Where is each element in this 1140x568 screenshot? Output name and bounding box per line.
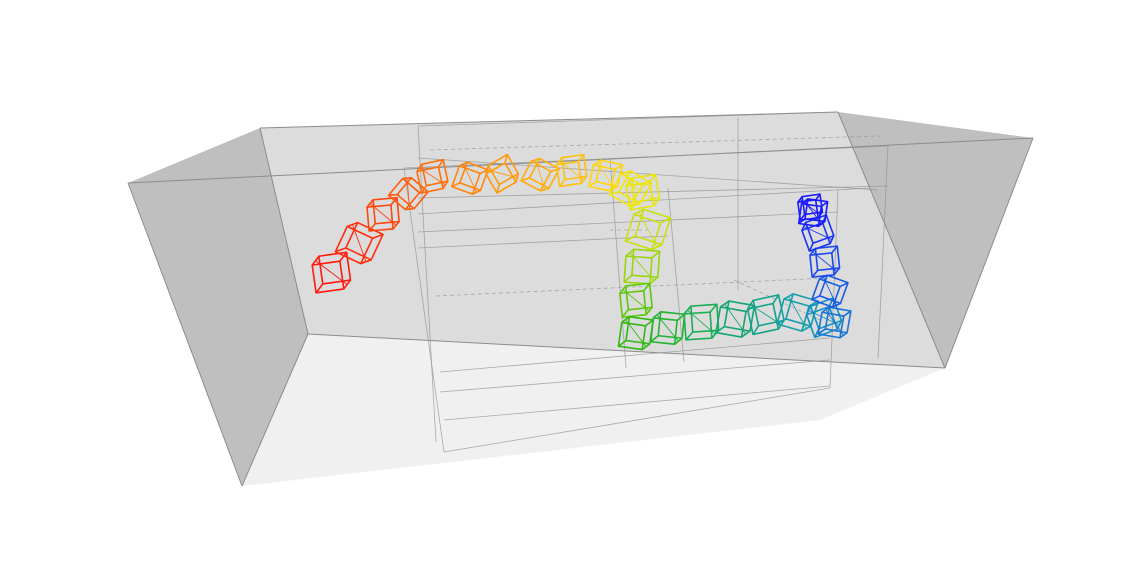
floor	[242, 334, 945, 486]
wireframe-cube	[817, 306, 852, 339]
grid-line	[417, 185, 889, 199]
grid-dashed-line	[429, 135, 881, 151]
room-box	[127, 111, 1034, 487]
grid-dashed-line	[435, 277, 829, 297]
wireframe-cube	[485, 153, 520, 194]
grid-line	[417, 111, 839, 127]
grid-line	[417, 157, 879, 191]
back-wall	[260, 112, 945, 368]
wireframe-cube	[588, 159, 624, 192]
grid-line	[417, 211, 839, 233]
grid-line	[877, 145, 889, 359]
grid-line	[403, 167, 445, 453]
grid-line	[443, 387, 831, 453]
grid-dashed-line	[733, 279, 821, 321]
left-wall	[128, 128, 308, 486]
grid-line	[829, 189, 839, 389]
room-edge	[241, 333, 309, 487]
grid-line	[443, 385, 831, 421]
cube-path	[311, 153, 852, 351]
wireframe-cube	[650, 311, 686, 345]
wireframe-cube	[624, 208, 672, 251]
wireframe-cube	[619, 282, 653, 318]
room-edge	[944, 137, 1034, 369]
wireframe-cube	[366, 196, 400, 232]
room-edge	[259, 127, 309, 335]
wireframe-cube	[625, 173, 661, 211]
room-edge	[259, 111, 839, 129]
grid-line	[667, 187, 685, 363]
wireframe-cube	[334, 221, 384, 265]
wireframe-cube	[797, 193, 824, 221]
wireframe-cube	[416, 158, 449, 194]
wireframe-cube	[555, 153, 588, 188]
wireframe-cube	[617, 315, 654, 351]
room-edge	[307, 333, 946, 369]
grid-line	[439, 337, 831, 373]
room-edge	[127, 137, 1034, 184]
grid-line	[403, 145, 889, 169]
room-edge	[837, 111, 946, 369]
wireframe-cube	[311, 251, 352, 294]
grid-line	[439, 359, 831, 393]
room-edge	[127, 182, 243, 487]
grid-line	[417, 125, 437, 443]
